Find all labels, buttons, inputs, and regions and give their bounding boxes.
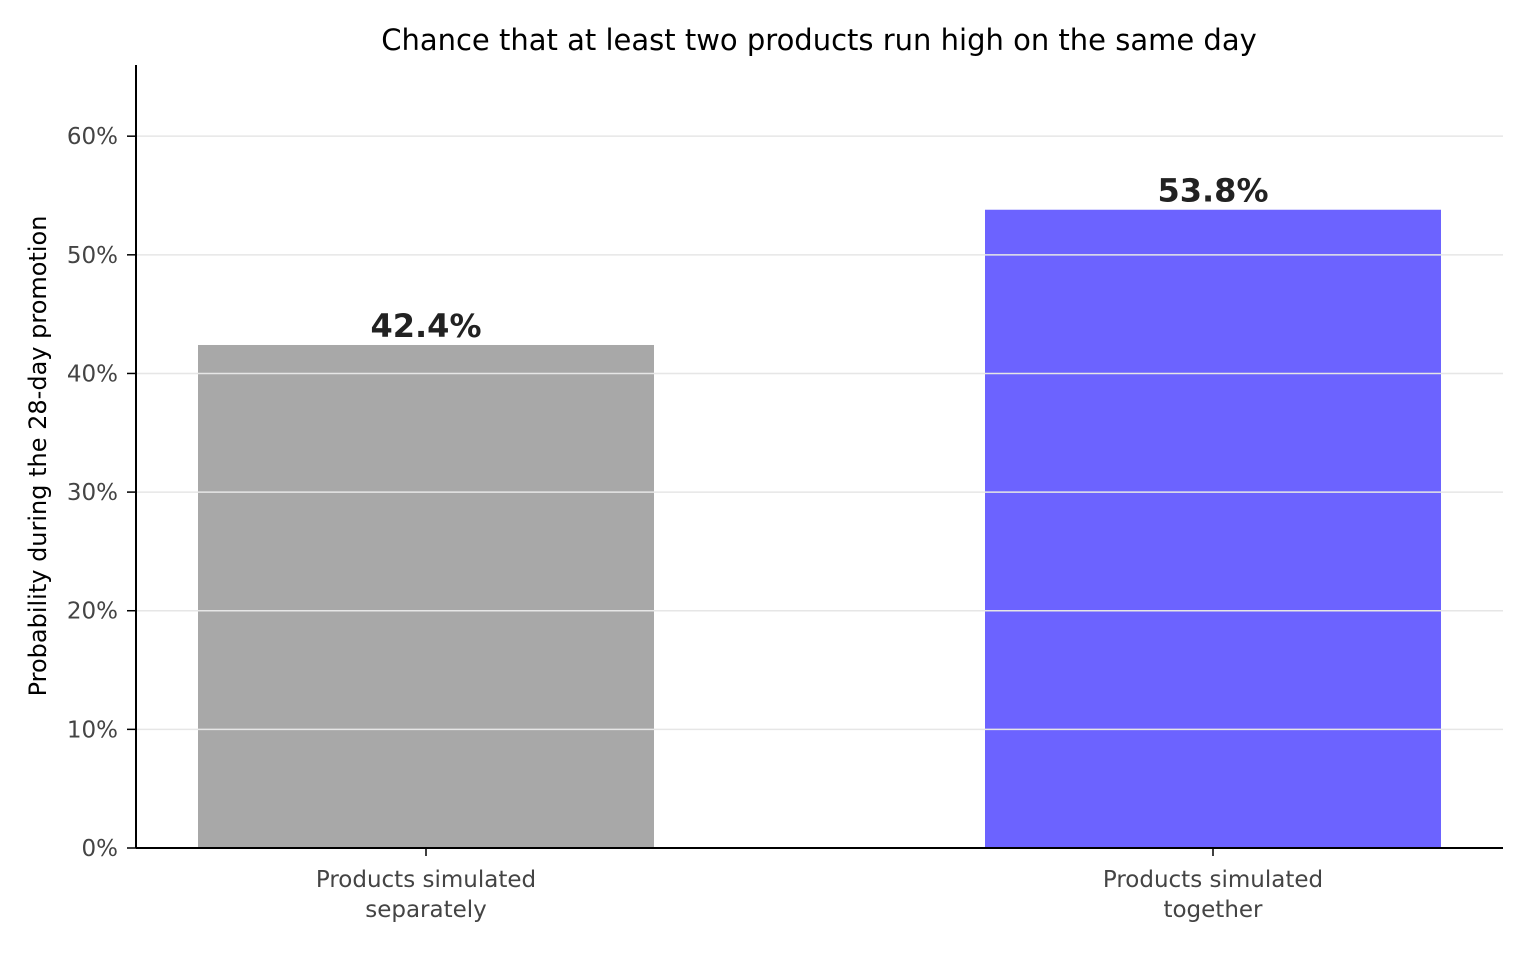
y-tick-label: 60% bbox=[67, 124, 118, 150]
y-tick-label: 10% bbox=[67, 717, 118, 743]
y-tick-label: 20% bbox=[67, 599, 118, 625]
chart-title: Chance that at least two products run hi… bbox=[381, 23, 1257, 57]
axes bbox=[127, 65, 1503, 856]
x-tick-label: Products simulated separately bbox=[316, 867, 536, 923]
y-tick-label: 40% bbox=[67, 361, 118, 387]
y-axis-label: Probability during the 28-day promotion bbox=[24, 216, 52, 697]
bar-value-label: 53.8% bbox=[1157, 172, 1268, 210]
y-tick-label: 0% bbox=[82, 836, 119, 862]
gridlines bbox=[136, 135, 1503, 731]
y-tick-label: 30% bbox=[67, 480, 118, 506]
bar-value-label: 42.4% bbox=[370, 307, 481, 345]
x-tick-label: Products simulated together bbox=[1103, 867, 1323, 923]
bar bbox=[198, 344, 654, 848]
bar bbox=[985, 209, 1441, 849]
y-tick-label: 50% bbox=[67, 243, 118, 269]
bars bbox=[198, 209, 1441, 849]
labels: 0% 10% 20% 30% 40% 50% 60% 42.4% Products simula… bbox=[67, 124, 1323, 923]
